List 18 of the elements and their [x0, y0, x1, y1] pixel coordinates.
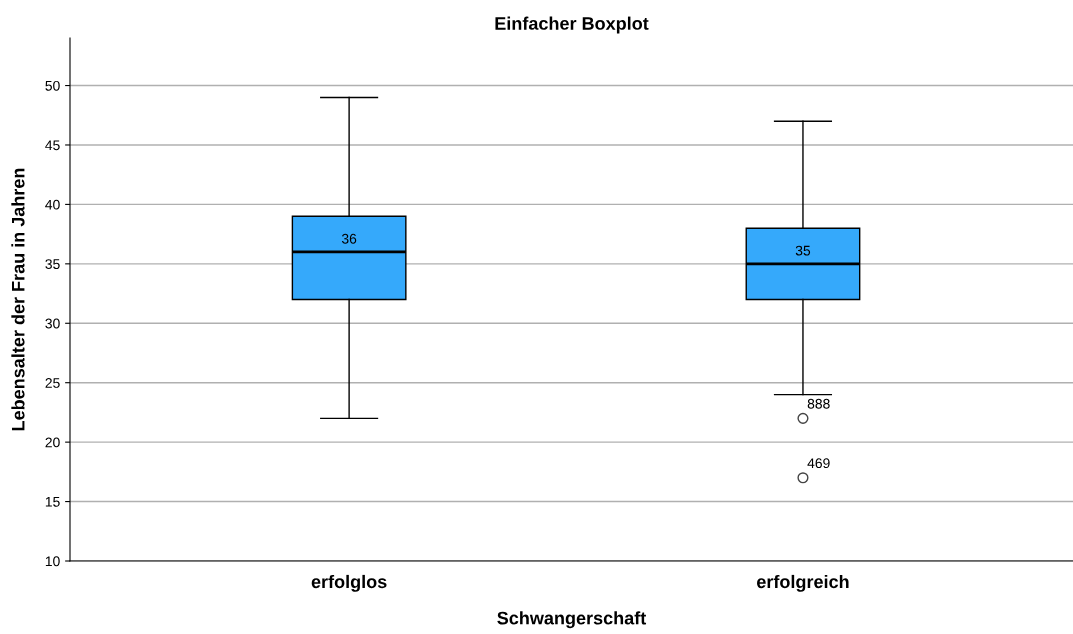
annotation: 36 — [341, 233, 357, 244]
annotation: 888 — [807, 398, 830, 409]
x-tick-label: erfolgreich — [757, 574, 849, 592]
y-tick-label: 40 — [45, 199, 60, 210]
x-axis-title: Schwangerschaft — [497, 611, 647, 629]
y-tick-label: 30 — [45, 318, 60, 329]
y-tick-label: 15 — [45, 497, 60, 507]
chart-title: Einfacher Boxplot — [495, 16, 649, 34]
y-tick-label: 35 — [45, 259, 60, 270]
y-tick-label: 25 — [45, 378, 60, 388]
y-tick-label: 10 — [45, 556, 60, 567]
annotation: 35 — [795, 245, 811, 256]
y-tick-label: 50 — [45, 80, 60, 91]
x-tick-label: erfolglos — [311, 574, 387, 592]
annotation: 469 — [807, 458, 830, 469]
y-tick-label: 20 — [45, 437, 60, 448]
y-axis-title: Lebensalter der Frau in Jahren — [11, 168, 25, 431]
y-tick-label: 45 — [45, 140, 60, 151]
